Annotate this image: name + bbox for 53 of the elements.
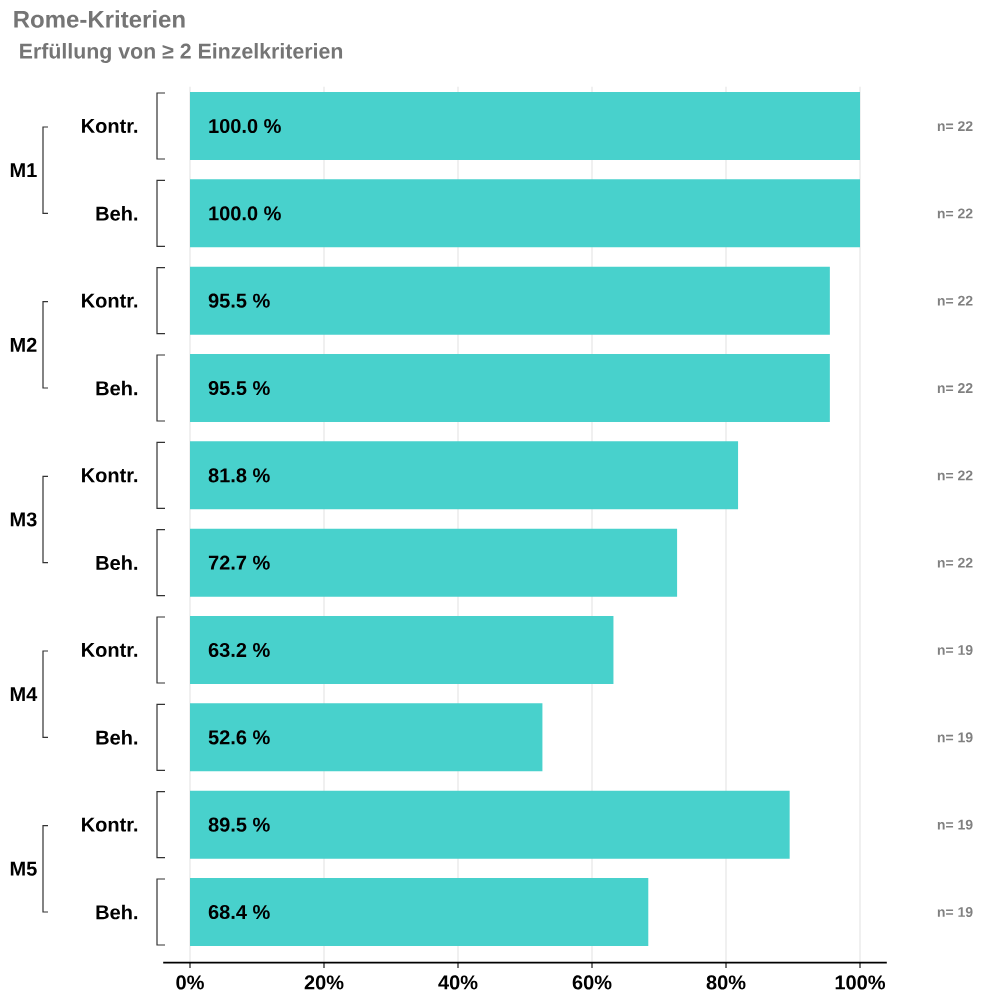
data-label: 68.4 % — [208, 904, 270, 920]
text: n= 19 — [937, 732, 973, 743]
data-label: 72.7 % — [208, 555, 270, 570]
text: n= 22 — [937, 295, 973, 306]
text: n= 22 — [937, 121, 973, 131]
y-tick-label: Beh. — [96, 380, 138, 396]
y-tick-label: Kontr. — [82, 643, 138, 657]
data-label: 52.6 % — [208, 730, 270, 745]
text: n= 22 — [937, 383, 973, 393]
bar — [190, 179, 861, 248]
x-tick-label: 80% — [706, 975, 746, 990]
y-tick-label: Beh. — [96, 904, 138, 920]
y-tick-label: Beh. — [96, 555, 138, 571]
bar — [190, 790, 790, 859]
text: M2 — [10, 337, 37, 352]
y-tick-label: Beh. — [96, 730, 138, 745]
text: M1 — [10, 163, 37, 178]
data-label: 89.5 % — [208, 817, 270, 832]
text: M4 — [10, 687, 38, 702]
bar — [190, 92, 861, 161]
x-tick-label: 20% — [304, 975, 344, 990]
y-tick-label: Kontr. — [82, 119, 138, 133]
text: M3 — [10, 512, 37, 527]
bar — [190, 354, 830, 423]
text: n= 22 — [937, 470, 973, 481]
data-label: 95.5 % — [208, 293, 270, 308]
bar — [190, 703, 543, 772]
x-tick-label: 60% — [572, 975, 612, 990]
text: n= 19 — [937, 819, 973, 830]
chart-title: Rome-Kriterien — [14, 10, 185, 28]
y-tick-label: Kontr. — [82, 293, 138, 308]
y-tick-label: Kontr. — [82, 817, 138, 832]
y-tick-label: Kontr. — [82, 468, 138, 483]
data-label: 81.8 % — [208, 468, 270, 483]
text: n= 19 — [937, 907, 973, 917]
x-tick-label: 0% — [176, 975, 204, 990]
bar — [190, 616, 614, 685]
x-tick-label: 100% — [835, 975, 886, 990]
x-tick-label: 40% — [438, 975, 478, 990]
bar — [190, 528, 678, 597]
text: M5 — [10, 861, 37, 876]
text: n= 22 — [937, 557, 973, 568]
data-label: 95.5 % — [208, 380, 270, 396]
text: n= 19 — [937, 645, 973, 655]
data-label: 100.0 % — [209, 118, 281, 134]
y-tick-label: Beh. — [96, 206, 138, 221]
data-label: 63.2 % — [208, 642, 270, 658]
bar — [190, 441, 739, 510]
data-label: 100.0 % — [209, 206, 281, 221]
bar — [190, 266, 830, 335]
chart-subtitle: Erfüllung von ≥ 2 Einzelkriterien — [20, 43, 343, 63]
bar — [190, 878, 649, 946]
text: n= 22 — [937, 208, 973, 219]
